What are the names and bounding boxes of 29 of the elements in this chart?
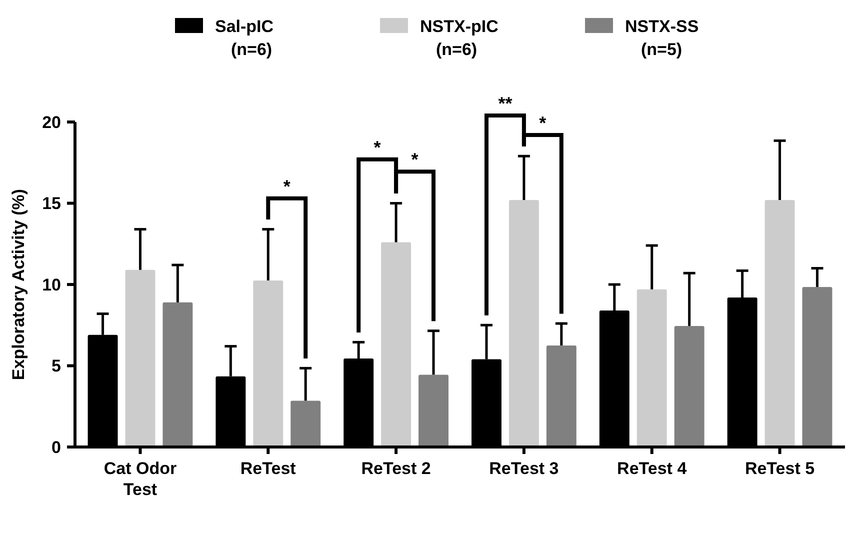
- legend-label: NSTX-pIC (n=6): [420, 17, 498, 59]
- bar: [802, 286, 832, 447]
- y-tick-label: 10: [42, 275, 61, 294]
- x-tick-label: ReTest 4: [617, 459, 688, 478]
- y-axis-title: Exploratory Activity (%): [9, 188, 28, 380]
- annotation: *: [411, 150, 418, 170]
- bar: [290, 400, 321, 447]
- bar: [418, 374, 448, 447]
- annotation: *: [374, 137, 381, 158]
- bar: [546, 345, 576, 447]
- bar: [674, 326, 704, 447]
- bar: [636, 289, 667, 447]
- legend-label: Sal-pIC (n=6): [215, 17, 274, 59]
- annotation: *: [539, 113, 546, 133]
- bar: [162, 302, 193, 447]
- x-tick-label: ReTest 3: [489, 459, 559, 478]
- text: **: [498, 94, 512, 114]
- x-tick-label: ReTest 2: [361, 459, 431, 478]
- x-tick-label: Cat Odor Test: [104, 459, 177, 499]
- y-tick-label: 15: [42, 194, 61, 214]
- bar: [125, 270, 156, 447]
- annotation: *: [283, 176, 290, 196]
- y-tick-label: 20: [42, 112, 61, 132]
- x-tick-label: ReTest 5: [744, 459, 815, 478]
- y-tick-label: 5: [52, 356, 61, 376]
- bar: [764, 200, 795, 447]
- legend-label: NSTX-SS (n=5): [625, 17, 699, 59]
- y-tick-label: 0: [52, 438, 61, 457]
- x-tick-label: ReTest: [240, 459, 296, 478]
